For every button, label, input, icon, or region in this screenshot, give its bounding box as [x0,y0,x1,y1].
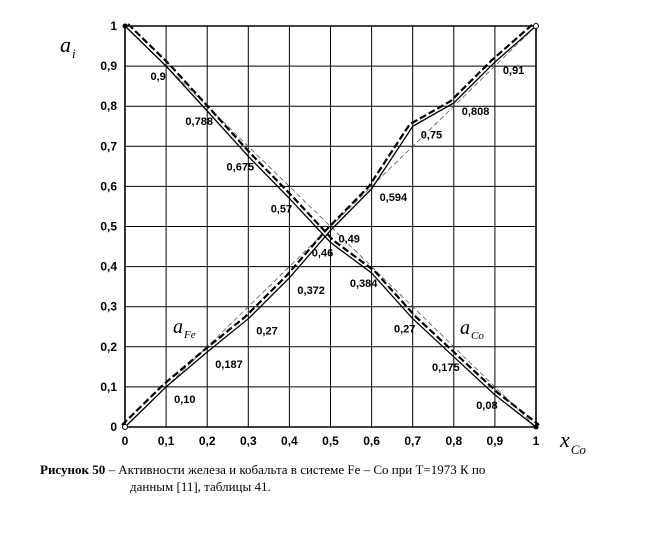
y-tick-label: 0,5 [100,220,117,234]
caption-line-1: – Активности железа и кобальта в системе… [105,462,486,477]
data-labels: 0,9 0,788 0,675 0,57 0,46 0,384 0,27 0,175 0,08 0… [150,65,524,412]
figure-caption: Рисунок 50 – Активности железа и кобальт… [40,461,640,495]
caption-label: Рисунок 50 [40,462,106,477]
y-tick-label: 0,7 [100,139,117,153]
endpoint-marker [533,424,539,430]
data-label: 0,594 [380,192,408,204]
tick-labels: 0 0,1 0,2 0,3 0,4 0,5 0,6 0,7 0,8 0,9 100,10,20,30… [100,19,539,448]
x-axis-label: xCo [559,427,586,457]
x-tick-label: 0,8 [445,434,462,448]
endpoint-marker [533,23,539,29]
x-tick-label: 0,5 [322,434,339,448]
y-tick-label: 0,2 [100,340,117,354]
x-tick-label: 0 [122,434,129,448]
series-fe-dashed [127,23,540,426]
data-label: 0,187 [215,359,243,371]
data-label: 0,91 [503,65,524,77]
data-label: 0,75 [421,129,442,141]
y-tick-label: 0,4 [100,260,117,274]
x-tick-label: 0,9 [487,434,504,448]
series-fe-solid [124,25,537,428]
series-co-dashed [121,23,534,426]
data-label: 0,27 [256,326,277,338]
y-tick-label: 0 [110,420,117,434]
data-label: 0,372 [297,285,325,297]
grid [124,25,537,428]
data-label: 0,175 [432,362,460,374]
data-label: 0,57 [271,203,292,215]
y-tick-label: 0,3 [100,300,117,314]
chart: 0 0,1 0,2 0,3 0,4 0,5 0,6 0,7 0,8 0,9 100,10,20,30… [60,19,586,457]
x-tick-label: 1 [533,434,540,448]
data-label: 0,675 [227,161,255,173]
y-tick-label: 0,1 [100,380,117,394]
data-label: 0,10 [174,394,195,406]
data-label: 0,08 [476,400,497,412]
data-label: 0,384 [350,278,378,290]
x-tick-label: 0,4 [281,434,298,448]
x-tick-label: 0,6 [363,434,380,448]
data-label: 0,46 [312,248,333,260]
data-label: 0,49 [339,234,360,246]
y-axis-label: ai [60,32,76,61]
y-tick-label: 0,6 [100,179,117,193]
endpoint-marker [122,23,128,29]
caption-line-2: данным [11], таблицы 41. [130,479,271,494]
y-tick-label: 0,8 [100,99,117,113]
x-tick-label: 0,3 [240,434,257,448]
series-layer [121,23,540,430]
data-label: 0,808 [462,106,490,118]
data-label: 0,27 [394,324,415,336]
y-tick-label: 0,9 [100,59,117,73]
x-tick-label: 0,1 [158,434,175,448]
data-label: 0,9 [150,71,165,83]
series-co-solid [124,25,537,428]
series-label-co: aCo [460,317,484,342]
x-tick-label: 0,2 [199,434,216,448]
endpoint-marker [122,424,128,430]
series-label-fe: aFe [173,316,196,341]
x-tick-label: 0,7 [404,434,421,448]
data-label: 0,788 [185,116,213,128]
y-tick-label: 1 [110,19,117,33]
